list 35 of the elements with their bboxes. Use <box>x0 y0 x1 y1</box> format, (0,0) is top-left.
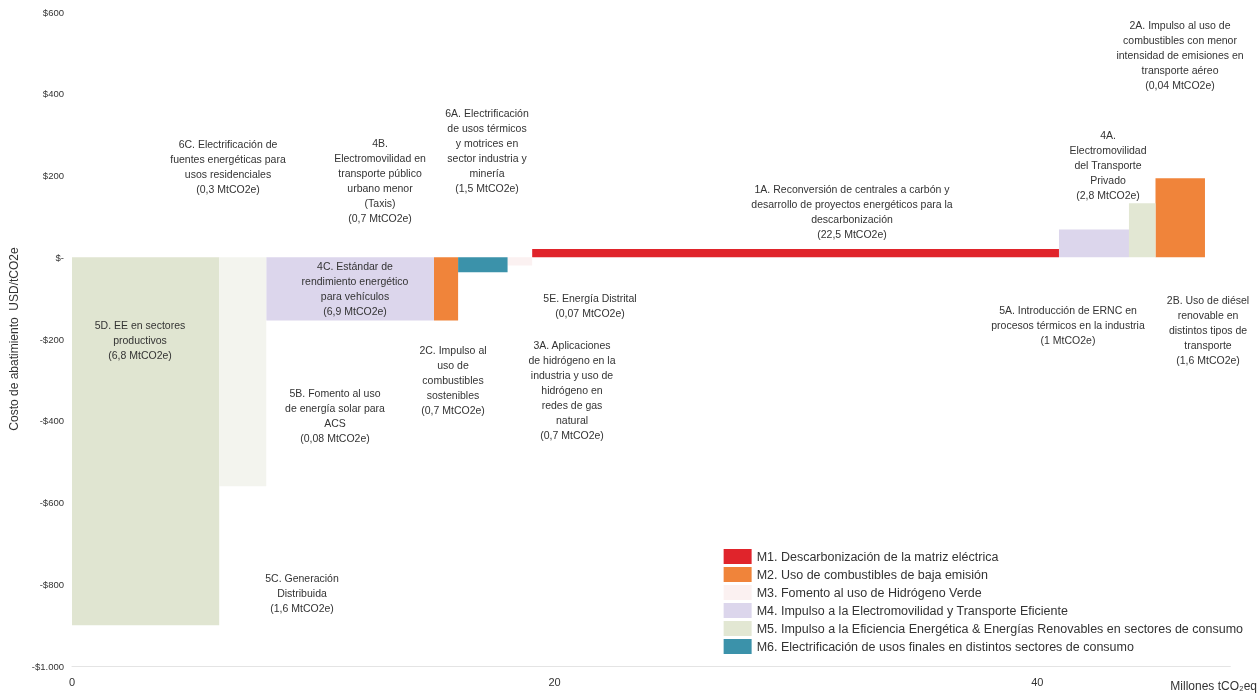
y-tick-label: -$600 <box>39 497 64 508</box>
x-tick-label: 20 <box>548 675 561 688</box>
legend-label: M3. Fomento al uso de Hidrógeno Verde <box>756 585 982 600</box>
annotation: 1A. Reconversión de centrales a carbón y desarrollo de proyectos energéticos para la descarbonización (22,5 MtCO2e) <box>751 182 953 240</box>
legend-label: M2. Uso de combustibles de baja emisión <box>756 567 989 582</box>
annotation: 5B. Fomento al uso de energía solar para ACS (0,08 MtCO2e) <box>285 386 386 444</box>
y-tick-label: $- <box>55 251 64 263</box>
y-tick-label: -$1.000 <box>31 660 64 672</box>
legend-label: M1. Descarbonización de la matriz eléctrica <box>756 549 999 564</box>
x-tick-label: 40 <box>1031 675 1044 688</box>
annotation: 4A. Electromovilidad del Transporte Privado (2,8 MtCO2e) <box>1069 129 1147 201</box>
annotation: 5C. Generación Distribuida (1,6 MtCO2e) <box>265 572 339 614</box>
y-tick-label: $400 <box>42 88 64 100</box>
annotation: 4B. Electromovilidad en transporte público urbano menor (Taxis) (0,7 MtCO2e) <box>334 136 426 224</box>
annotation: 6C. Electrificación de fuentes energéticas para usos residenciales (0,3 MtCO2e) <box>170 137 286 195</box>
y-tick-label: -$200 <box>39 333 64 345</box>
annotation: 5E. Energía Distrital (0,07 MtCO2e) <box>543 291 637 319</box>
y-tick-label: -$800 <box>39 578 64 590</box>
annotation: 5A. Introducción de ERNC en procesos térmicos en la industria (1 MtCO2e) <box>991 304 1145 346</box>
annotation: 3A. Aplicaciones de hidrógeno en la industria y uso de hidrógeno en redes de gas natural (0,7 MtCO2e) <box>528 339 616 441</box>
annotation: 6A. Electrificación de usos térmicos y motrices en sector industria y minería (1,5 MtCO2e) <box>445 106 529 194</box>
x-axis-title: Millones tCO₂eq <box>1170 679 1258 693</box>
legend-label: M6. Electrificación de usos finales en distintos sectores de consumo <box>756 639 1134 654</box>
annotation: 5D. EE en sectores productivos (6,8 MtCO2e) <box>94 319 186 361</box>
y-axis-title: Costo de abatimiento USD/tCO2e <box>7 246 21 431</box>
y-tick-label: $200 <box>42 170 64 181</box>
annotation: 4C. Estándar de rendimiento energético para vehículos (6,9 MtCO2e) <box>301 259 409 317</box>
legend-label: M4. Impulso a la Electromovilidad y Transporte Eficiente <box>756 603 1068 618</box>
legend-label: M5. Impulso a la Eficiencia Energética & Energías Renovables en sectores de consumo <box>756 621 1244 636</box>
annotation: 2B. Uso de diésel renovable en distintos tipos de transporte (1,6 MtCO2e) <box>1166 294 1250 366</box>
y-tick-label: -$400 <box>39 415 64 427</box>
annotation: 2C. Impulso al uso de combustibles sostenibles (0,7 MtCO2e) <box>419 344 487 416</box>
x-tick-label: 0 <box>68 675 76 688</box>
y-tick-label: $600 <box>42 6 64 18</box>
annotation: 2A. Impulso al uso de combustibles con menor intensidad de emisiones en transporte aéreo (0,04 MtCO2e) <box>1116 19 1244 91</box>
